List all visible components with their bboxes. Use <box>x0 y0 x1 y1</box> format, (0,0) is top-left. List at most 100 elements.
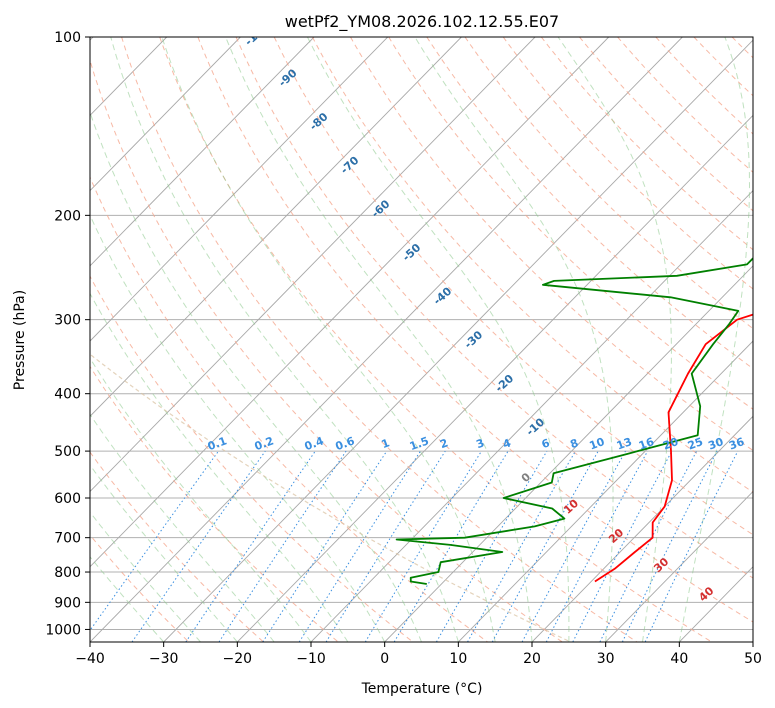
series-layer <box>395 257 753 585</box>
isotherm-value-label: -30 <box>462 328 486 351</box>
mixing-ratio-label: 36 <box>727 435 746 453</box>
dry-adiabat <box>540 37 753 251</box>
mixing-ratio-label: 10 <box>588 435 607 453</box>
x-tick-label: 10 <box>449 651 467 667</box>
mixing-ratio-line <box>467 450 576 642</box>
isotherm-line <box>384 265 753 642</box>
moist-adiabat <box>678 37 751 642</box>
dry-adiabat <box>350 37 753 452</box>
isotherm-line <box>90 37 241 192</box>
mixing-ratio-line <box>545 450 649 642</box>
mixing-ratio-label: 25 <box>686 435 705 452</box>
moist-adiabat <box>557 37 672 642</box>
chart-title: wetPf2_YM08.2026.102.12.55.E07 <box>285 12 559 32</box>
isotherm-value-label: -20 <box>493 372 517 395</box>
isotherm-line <box>237 114 753 642</box>
mixing-ratio-line <box>393 450 509 642</box>
mixing-ratio-label: 1.5 <box>408 434 431 453</box>
mixing-ratio-label: 20 <box>661 435 680 453</box>
isotherm-value-label: -70 <box>338 154 362 177</box>
grid-layer <box>90 37 775 642</box>
isotherm-line <box>310 189 753 642</box>
isotherm-line <box>531 415 753 642</box>
isotherm-line <box>90 37 683 642</box>
mixing-ratio-line <box>262 450 388 642</box>
y-tick-label: 800 <box>54 565 81 581</box>
x-tick-label: 20 <box>523 651 541 667</box>
isotherm-value-label: -90 <box>276 66 300 89</box>
dry-adiabat <box>235 37 753 579</box>
x-tick-label: −40 <box>75 651 105 667</box>
axes-layer: −40 −30 −20 −10 0 10 20 30 40 5010020030040050060… <box>45 30 762 667</box>
dry-adiabat <box>731 37 753 59</box>
dry-adiabat <box>90 534 190 642</box>
mixing-ratio-line <box>364 450 482 642</box>
isotherm-value-label: -80 <box>307 110 331 133</box>
mixing-ratio-label: 13 <box>615 435 634 452</box>
y-tick-label: 200 <box>54 208 81 224</box>
mixing-ratio-label: 0.4 <box>303 434 326 453</box>
isotherm-line <box>90 37 389 342</box>
x-tick-label: 40 <box>670 651 688 667</box>
mixing-ratio-label: 16 <box>637 435 656 453</box>
mixing-ratio-label: 2 <box>438 436 450 451</box>
x-tick-label: −20 <box>223 651 253 667</box>
dry-adiabat <box>273 37 753 536</box>
mixing-ratio-label: 0.1 <box>206 434 229 453</box>
x-tick-label: 0 <box>380 651 389 667</box>
mixing-ratio-label: 1 <box>380 436 392 451</box>
isotherm-line <box>163 39 753 642</box>
x-tick-label: 50 <box>744 651 762 667</box>
dry-adiabat <box>90 365 339 642</box>
mixing-ratio-line <box>218 450 347 642</box>
dry-adiabat <box>579 37 753 212</box>
x-tick-label: −10 <box>296 651 326 667</box>
moist-adiabat <box>414 37 614 642</box>
dry-adiabat <box>90 175 488 642</box>
moist-adiabat <box>225 37 533 642</box>
dry-adiabat <box>617 37 753 173</box>
moist-adiabat <box>110 37 459 642</box>
dry-adiabat <box>159 37 712 642</box>
dry-adiabat <box>90 275 414 642</box>
temperature-profile <box>594 313 753 583</box>
isotherm-label: 10 <box>561 497 581 517</box>
isotherm-line <box>90 37 536 493</box>
isotherm-line <box>605 490 753 642</box>
mixing-ratio-label: 4 <box>501 436 513 451</box>
y-tick-label: 300 <box>54 313 81 329</box>
y-tick-label: 500 <box>54 444 81 460</box>
mixing-ratio-label: 30 <box>706 435 725 453</box>
moist-adiabat <box>90 110 422 642</box>
x-axis-label: Temperature (°C) <box>361 681 483 697</box>
y-axis-label: Pressure (hPa) <box>12 290 28 390</box>
mixing-ratio-label: 6 <box>540 436 552 451</box>
moist-adiabat <box>90 214 386 642</box>
mixing-ratio-line <box>131 450 266 642</box>
moist-adiabat <box>161 37 496 642</box>
isotherm-value-label: -50 <box>400 241 424 264</box>
dry-adiabat <box>655 37 753 135</box>
mixing-ratio-line <box>325 450 446 642</box>
isotherm-line <box>458 340 753 642</box>
y-tick-label: 900 <box>54 595 81 611</box>
moist-adiabat <box>90 464 238 642</box>
isotherm-line <box>90 37 462 417</box>
isotherm-line <box>752 641 753 642</box>
dry-adiabat <box>197 37 753 623</box>
dry-adiabat <box>311 37 753 493</box>
moist-adiabat <box>90 292 349 642</box>
dry-adiabat <box>693 37 753 97</box>
dry-adiabat <box>464 37 753 330</box>
dry-adiabat <box>90 58 563 642</box>
x-tick-label: 30 <box>597 651 615 667</box>
dewpoint-profile <box>395 257 753 585</box>
dry-adiabat <box>770 37 775 642</box>
mixing-ratio-line <box>572 450 673 642</box>
dry-adiabat <box>121 37 638 642</box>
mixing-ratio-line <box>599 450 698 642</box>
mixing-ratio-label: 0.2 <box>253 434 276 453</box>
moist-adiabat <box>90 413 275 642</box>
isotherm-value-label: -10 <box>524 415 548 438</box>
